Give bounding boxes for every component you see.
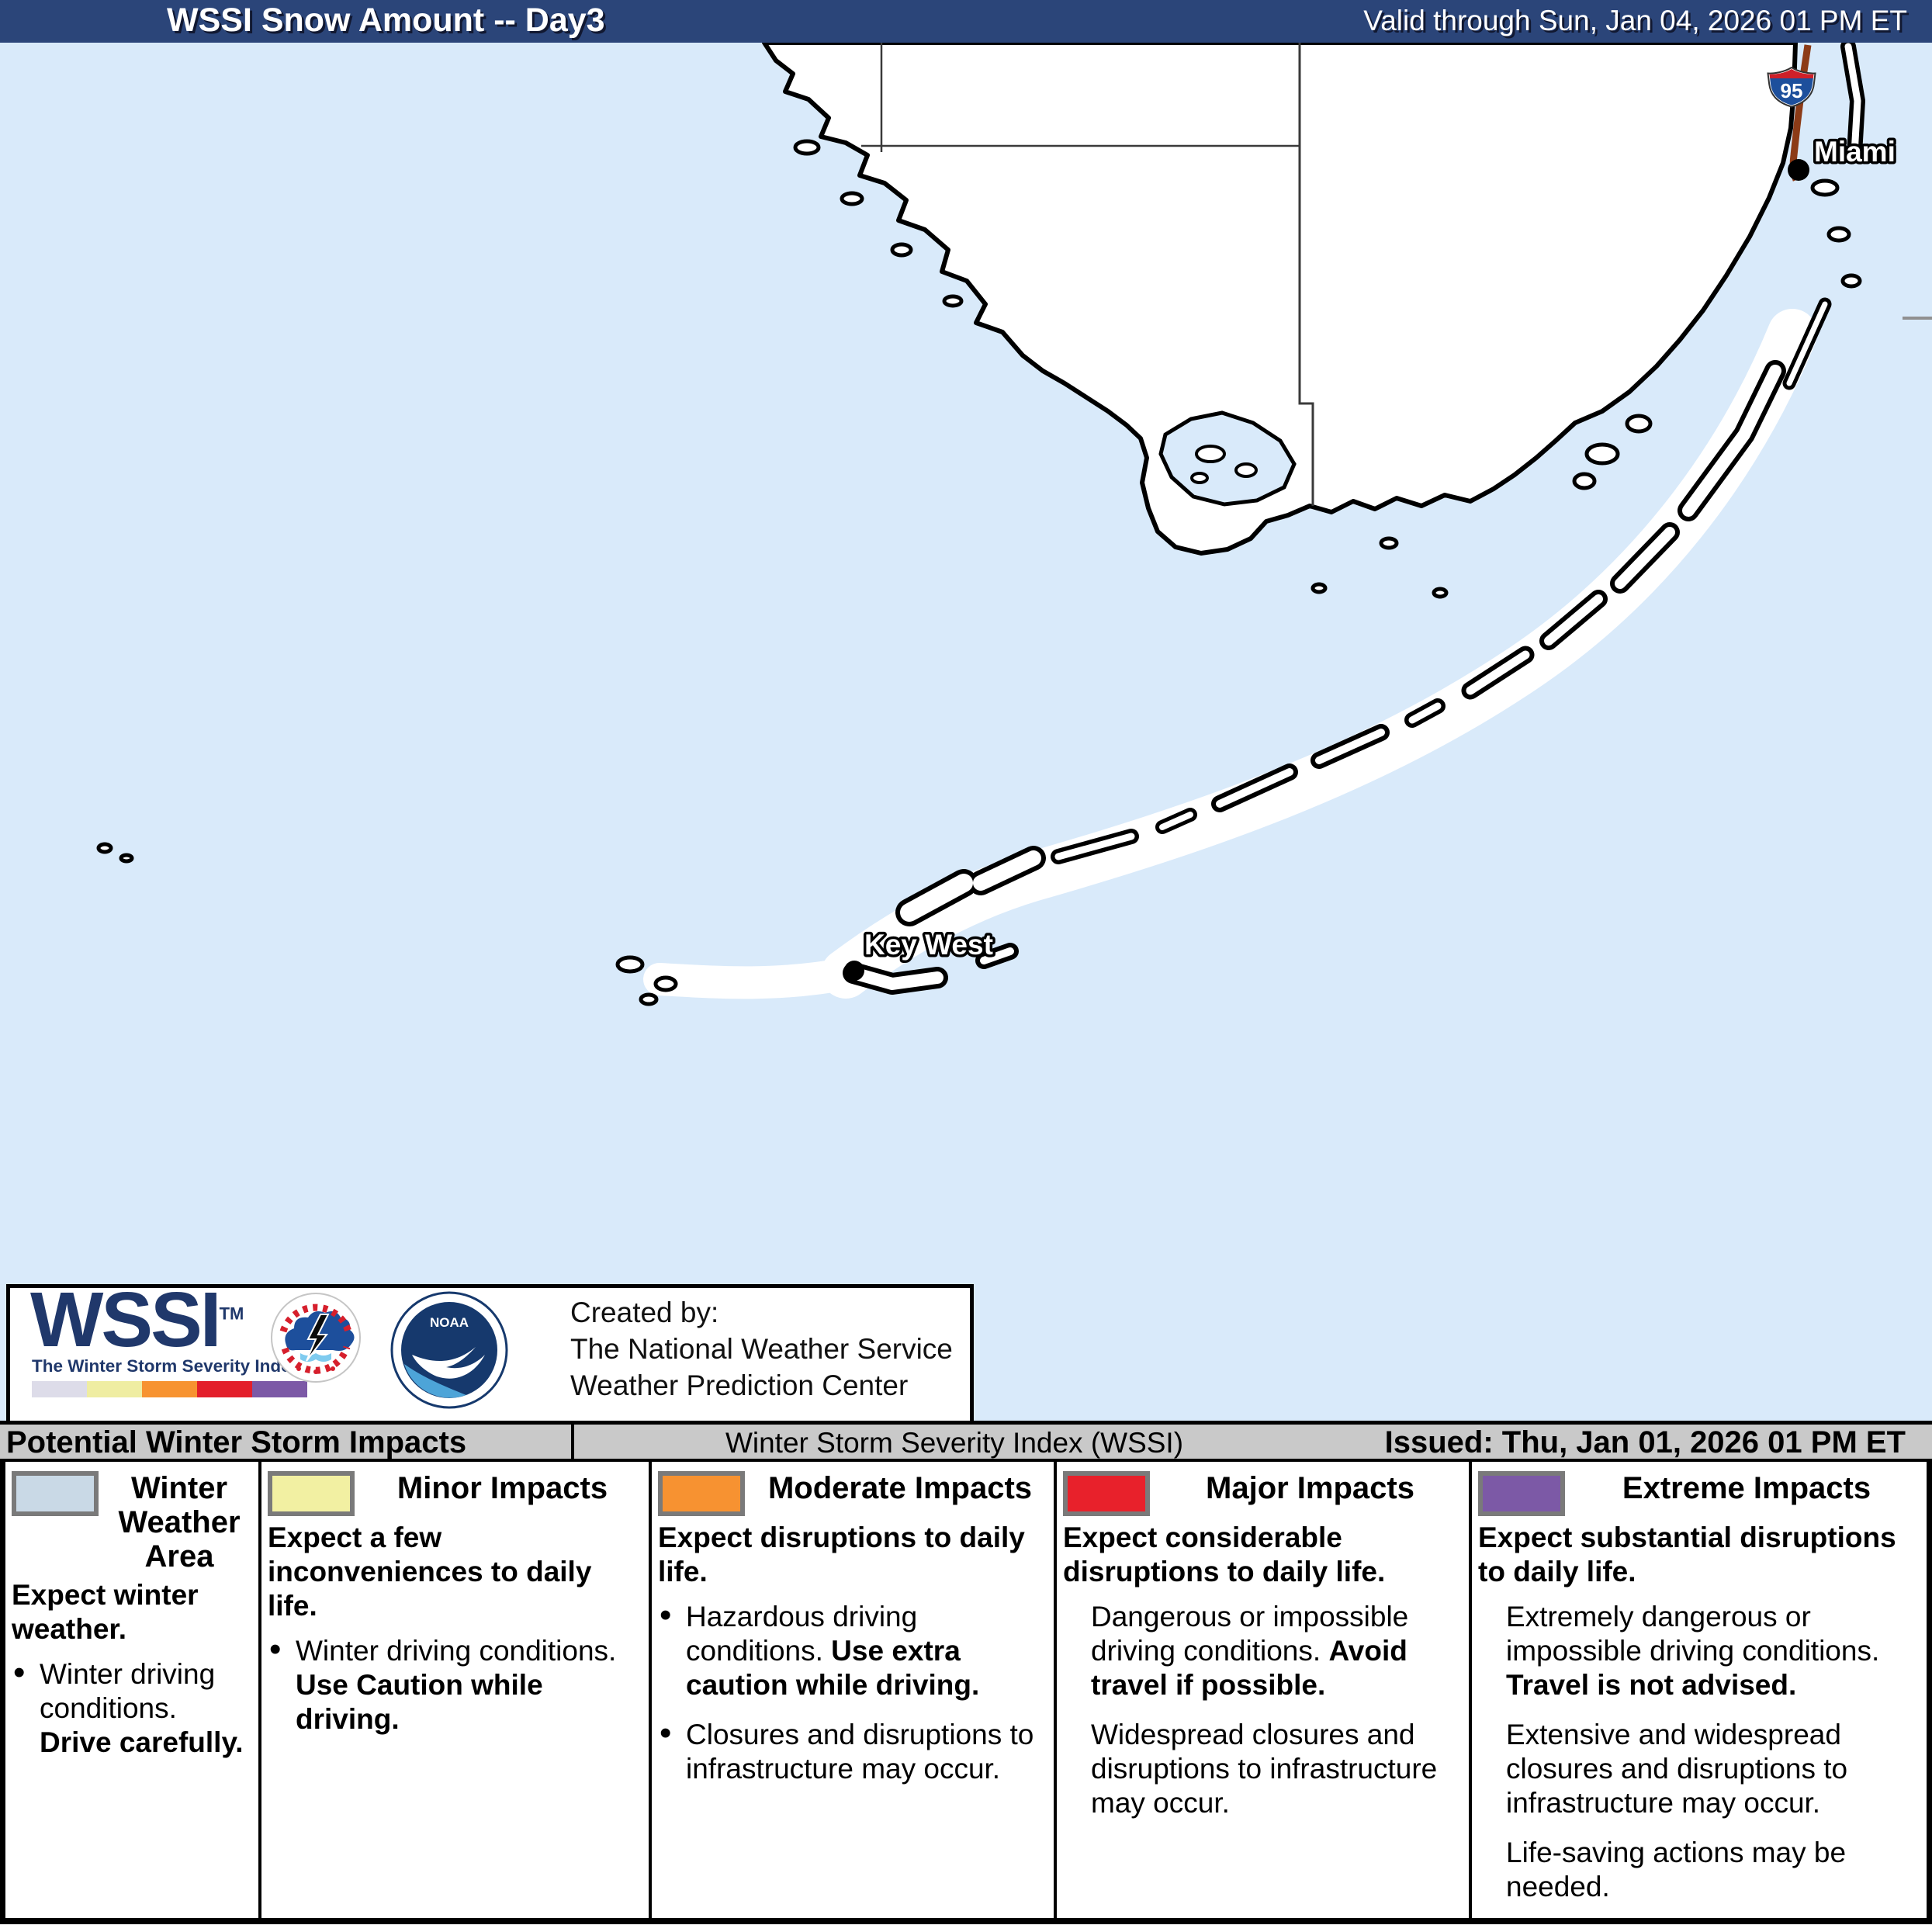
legend-col-extreme: Extreme Impacts Expect substantial disru… (1472, 1462, 1927, 1918)
colorbar-minor (87, 1381, 142, 1397)
route-number: 95 (1781, 79, 1803, 102)
forecast-map: 95 Miami Key West (0, 43, 1932, 1421)
moderate-impacts-swatch (658, 1471, 745, 1516)
nws-logo-icon (271, 1293, 361, 1383)
legend-lead: Expect disruptions to daily life. (658, 1522, 1025, 1587)
wssi-wordmark: WSSITM (30, 1276, 244, 1363)
wssi-tagline: The Winter Storm Severity Index (32, 1356, 301, 1376)
bay-islands (1190, 445, 1258, 484)
minor-impacts-swatch (268, 1471, 355, 1516)
colorbar-major (197, 1381, 252, 1397)
city-markers: Miami Key West (844, 133, 1898, 981)
legend-col-major: Major Impacts Expect considerable disrup… (1057, 1462, 1472, 1918)
major-impacts-swatch (1063, 1471, 1150, 1516)
legend-col-winter-weather: Winter Weather Area Expect winter weathe… (5, 1462, 261, 1918)
florida-keys (843, 43, 1865, 995)
noaa-logo-text: NOAA (430, 1315, 469, 1330)
legend-heading: Major Impacts (1206, 1471, 1414, 1505)
extreme-impacts-swatch (1478, 1471, 1565, 1516)
title-bar: WSSI Snow Amount -- Day3 Valid through S… (0, 0, 1932, 45)
legend-lead: Expect a few inconveniences to daily lif… (268, 1522, 592, 1622)
tm-mark: TM (219, 1304, 244, 1324)
wssi-index-label: Winter Storm Severity Index (WSSI) (725, 1427, 1184, 1459)
legend-lead: Expect winter weather. (12, 1579, 199, 1645)
small-islands (96, 139, 1862, 1006)
colorbar-extreme (252, 1381, 307, 1397)
impact-legend: Winter Weather Area Expect winter weathe… (0, 1462, 1932, 1924)
key-west-label: Key West (864, 929, 993, 961)
legend-heading: Moderate Impacts (767, 1471, 1033, 1505)
created-by-block: Created by: The National Weather Service… (570, 1297, 953, 1401)
key-west-dot (844, 961, 864, 981)
logo-box: WSSITM The Winter Storm Severity Index N… (6, 1276, 974, 1425)
legend-item: Dangerous or impossible driving conditio… (1091, 1601, 1409, 1701)
legend-lead: Expect substantial disruptions to daily … (1478, 1522, 1896, 1587)
winter-weather-swatch (12, 1471, 99, 1516)
legend-item: Widespread closures and disruptions to i… (1091, 1719, 1438, 1819)
valid-through-text: Valid through Sun, Jan 04, 2026 01 PM ET (1363, 5, 1907, 36)
wssi-severity-colorbar (32, 1381, 307, 1397)
legend-item: Winter driving conditions. Use Caution w… (268, 1633, 642, 1736)
legend-heading: Minor Impacts (396, 1471, 608, 1505)
noaa-logo-icon: NOAA (390, 1291, 508, 1409)
info-bar: Potential Winter Storm Impacts Winter St… (0, 1421, 1932, 1462)
miami-label: Miami (1814, 136, 1896, 168)
miami-dot (1788, 159, 1809, 181)
colorbar-winter (32, 1381, 87, 1397)
legend-lead: Expect considerable disruptions to daily… (1063, 1522, 1386, 1587)
legend-heading: Extreme Impacts (1622, 1471, 1871, 1505)
legend-col-moderate: Moderate Impacts Expect disruptions to d… (652, 1462, 1057, 1918)
legend-item: Extensive and widespread closures and di… (1506, 1719, 1848, 1819)
legend-item: Extremely dangerous or impossible drivin… (1506, 1601, 1880, 1701)
legend-item: Winter driving conditions. Drive careful… (12, 1656, 252, 1760)
county-lines (861, 43, 1932, 506)
shallow-banks-west (643, 957, 862, 999)
colorbar-moderate (142, 1381, 197, 1397)
legend-col-minor: Minor Impacts Expect a few inconvenience… (261, 1462, 652, 1918)
page-title: WSSI Snow Amount -- Day3 (167, 2, 605, 39)
mainland (762, 43, 1798, 556)
legend-item: Closures and disruptions to infrastructu… (658, 1716, 1047, 1786)
impacts-bar-title: Potential Winter Storm Impacts (0, 1425, 574, 1459)
issued-timestamp: Issued: Thu, Jan 01, 2026 01 PM ET (1384, 1425, 1906, 1459)
legend-item: Life-saving actions may be needed. (1506, 1837, 1847, 1903)
legend-heading: Winter Weather Area (118, 1471, 241, 1574)
legend-item: Hazardous driving conditions. Use extra … (658, 1598, 1047, 1702)
